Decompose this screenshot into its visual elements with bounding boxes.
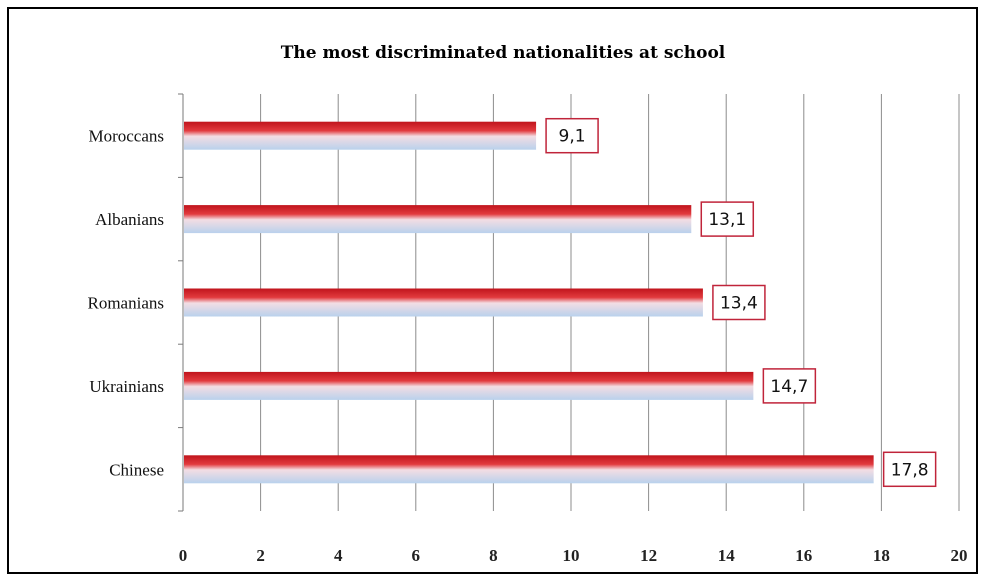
category-label: Romanians — [88, 294, 165, 313]
x-tick-label: 4 — [334, 546, 343, 565]
x-tick-label: 18 — [873, 546, 890, 565]
data-label-box — [700, 201, 755, 237]
x-tick-label: 8 — [489, 546, 498, 565]
bar — [184, 288, 703, 317]
data-label: 17,8 — [891, 460, 929, 480]
bar — [184, 455, 874, 484]
data-label-box — [712, 284, 766, 321]
x-tick-label: 6 — [412, 546, 421, 565]
x-tick-label: 20 — [951, 546, 968, 565]
category-label: Chinese — [109, 460, 164, 479]
category-label: Albanians — [95, 210, 164, 229]
x-tick-label: 16 — [795, 546, 812, 565]
x-tick-label: 10 — [563, 546, 580, 565]
data-label: 13,1 — [708, 210, 746, 230]
x-tick-label: 0 — [179, 546, 188, 565]
bar — [184, 205, 692, 234]
chart-title: The most discriminated nationalities at … — [281, 43, 726, 63]
data-label-box — [882, 451, 937, 488]
bar — [184, 121, 537, 150]
category-label: Moroccans — [88, 127, 164, 146]
bar — [184, 371, 754, 400]
data-label-box — [545, 117, 599, 154]
x-tick-label: 12 — [640, 546, 657, 565]
data-label: 9,1 — [559, 127, 586, 147]
x-tick-label: 14 — [718, 546, 736, 565]
category-label: Ukrainians — [89, 377, 164, 396]
data-label: 14,7 — [770, 377, 808, 397]
chart-frame: The most discriminated nationalities at … — [7, 7, 978, 574]
bar-chart: The most discriminated nationalities at … — [88, 43, 968, 565]
data-label-box — [762, 368, 817, 404]
data-label: 13,4 — [720, 294, 758, 314]
x-tick-label: 2 — [256, 546, 265, 565]
